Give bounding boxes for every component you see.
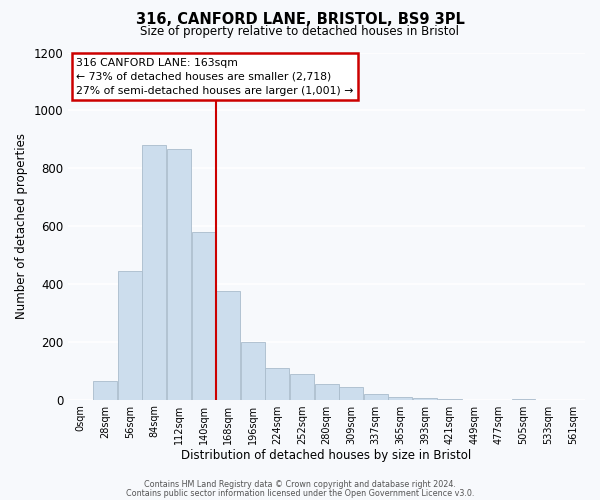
Bar — [118, 271, 142, 400]
Y-axis label: Number of detached properties: Number of detached properties — [15, 133, 28, 319]
Text: Contains public sector information licensed under the Open Government Licence v3: Contains public sector information licen… — [126, 489, 474, 498]
Bar — [388, 396, 412, 400]
Text: Size of property relative to detached houses in Bristol: Size of property relative to detached ho… — [140, 25, 460, 38]
Bar — [413, 398, 437, 400]
Text: Contains HM Land Registry data © Crown copyright and database right 2024.: Contains HM Land Registry data © Crown c… — [144, 480, 456, 489]
Bar — [142, 145, 166, 400]
Bar — [265, 368, 289, 400]
Bar — [93, 381, 117, 400]
Bar — [314, 384, 338, 400]
X-axis label: Distribution of detached houses by size in Bristol: Distribution of detached houses by size … — [181, 450, 472, 462]
Bar — [512, 398, 535, 400]
Bar — [216, 291, 240, 400]
Bar — [339, 388, 363, 400]
Bar — [191, 232, 215, 400]
Bar — [290, 374, 314, 400]
Bar — [167, 150, 191, 400]
Text: 316, CANFORD LANE, BRISTOL, BS9 3PL: 316, CANFORD LANE, BRISTOL, BS9 3PL — [136, 12, 464, 28]
Bar — [241, 342, 265, 400]
Text: 316 CANFORD LANE: 163sqm
← 73% of detached houses are smaller (2,718)
27% of sem: 316 CANFORD LANE: 163sqm ← 73% of detach… — [76, 58, 353, 96]
Bar — [364, 394, 388, 400]
